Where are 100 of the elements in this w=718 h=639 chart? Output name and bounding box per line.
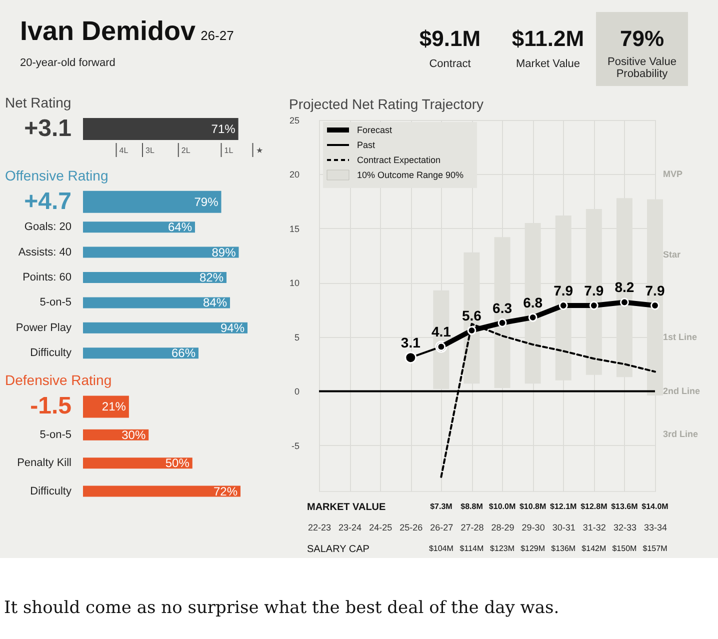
legend-label: Past [357,140,376,150]
x-tick-label: 29-30 [522,522,545,532]
point [528,312,538,322]
y-tick-label: 20 [289,170,300,180]
point [558,301,568,310]
text: 26-27 [200,28,234,43]
point [467,326,476,335]
data-label: 89% [212,245,236,260]
data-label: 30% [122,428,146,442]
bar [83,486,240,497]
data-label: 4.1 [431,324,452,340]
x-tick-label: 28-29 [491,522,514,532]
chart-title: Offensive Rating [5,167,108,184]
data-label: 79% [194,194,219,209]
bar [83,297,230,308]
text: Market Value [516,58,580,70]
bar [83,458,192,469]
y-tick-label: 5-on-5 [40,428,72,441]
data-label: 66% [171,346,196,360]
text: It should come as no surprise what the best deal of the day was. [4,598,560,618]
x-tick-label: 30-31 [552,522,576,532]
text: $13.6M [611,502,638,511]
text: $136M [551,544,576,553]
text: Ivan Demidov [20,16,196,46]
y-tick-label: +3.1 [24,115,72,142]
data-label: 50% [165,456,190,470]
x-tick-label: 33-34 [644,522,668,532]
text: MARKET VALUE [307,502,386,513]
data-label: 71% [211,122,236,136]
legend-label: Contract Expectation [357,155,441,165]
chart-title: Projected Net Rating Trajectory [288,96,484,112]
text: MVP [663,169,683,180]
data-label: 7.9 [584,282,604,298]
y-tick-label: 0 [294,386,300,397]
text: 3rd Line [663,429,698,440]
y-tick-label: Assists: 40 [18,246,72,258]
data-label: 5.6 [462,307,482,324]
text: $150M [612,544,638,553]
text: Contract [429,58,471,70]
annotation: 1L [224,146,234,155]
point [620,298,629,307]
x-tick-label: 32-33 [613,522,636,532]
data-label: 82% [199,270,224,284]
legend-label: Forecast [357,125,393,135]
text: $14.0M [642,502,669,511]
text: $12.1M [550,502,578,511]
text: $123M [490,544,515,553]
annotation: 2L [181,146,191,155]
text: Positive Value Probability [608,56,676,80]
text: $10.0M [488,502,516,511]
x-tick-label: 25-26 [400,522,423,532]
y-tick-label: Power Play [16,322,72,334]
text: $9.1M [418,26,482,52]
text: $8.8M [460,502,484,511]
data-label: 21% [102,400,126,414]
x-tick-label: 31-32 [582,522,606,532]
text: $104M [428,544,454,553]
y-tick-label: 15 [289,224,300,234]
point [498,318,507,328]
y-tick-label: -5 [291,440,300,451]
x-tick-label: 23-24 [338,522,362,532]
x-tick-label: 22-23 [308,522,332,532]
y-tick-label: 5-on-5 [40,296,72,309]
bar [83,322,248,334]
y-tick-label: -1.5 [30,392,72,420]
bar [83,348,198,359]
point [650,301,660,310]
data-label: 6.8 [523,294,543,310]
y-tick-label: Points: 60 [22,272,72,284]
text: $10.8M [519,502,546,511]
text: ★ [256,146,263,155]
data-label: 64% [168,220,192,234]
text: $142M [582,544,606,553]
y-tick-label: 25 [289,116,300,126]
bar [83,222,195,233]
data-label: 3.1 [400,334,421,351]
y-tick-label: Difficulty [30,347,72,360]
text: 79% [618,26,666,52]
text: 1st Line [663,332,698,342]
x-tick-label: 24-25 [369,522,392,532]
data-label: 8.2 [614,279,634,296]
text: $129M [520,544,546,553]
text: $7.3M [430,502,453,511]
annotation: 3L [146,146,155,155]
text: $114M [460,544,484,553]
text: $12.8M [580,502,608,511]
y-tick-label: Difficulty [30,485,72,498]
y-tick-label: +4.7 [24,188,72,215]
text: 2nd Line [663,386,700,396]
x-tick-label: 27-28 [460,522,484,532]
data-label: 72% [213,484,238,498]
text: 20-year-old forward [20,57,116,69]
y-tick-label: Goals: 20 [24,221,72,234]
data-label: 6.3 [492,300,512,316]
bar [83,246,239,258]
data-label: 94% [220,320,245,335]
point [589,301,598,310]
text: SALARY CAP [307,544,370,555]
text: $11.2M [510,26,586,52]
y-tick-label: 10 [289,278,300,288]
